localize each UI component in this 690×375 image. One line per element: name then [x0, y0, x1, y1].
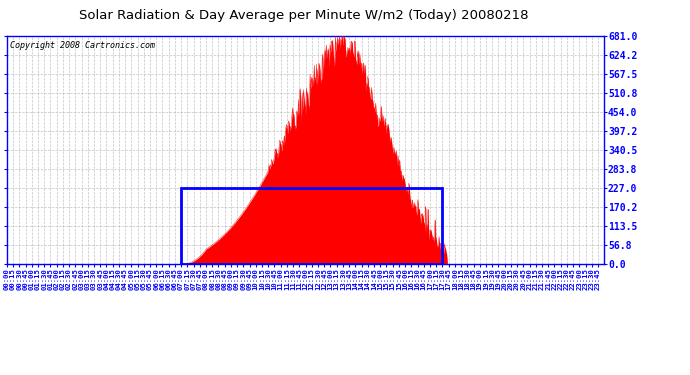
Text: Copyright 2008 Cartronics.com: Copyright 2008 Cartronics.com — [10, 41, 155, 50]
Bar — [181, 188, 442, 264]
Text: Solar Radiation & Day Average per Minute W/m2 (Today) 20080218: Solar Radiation & Day Average per Minute… — [79, 9, 529, 22]
